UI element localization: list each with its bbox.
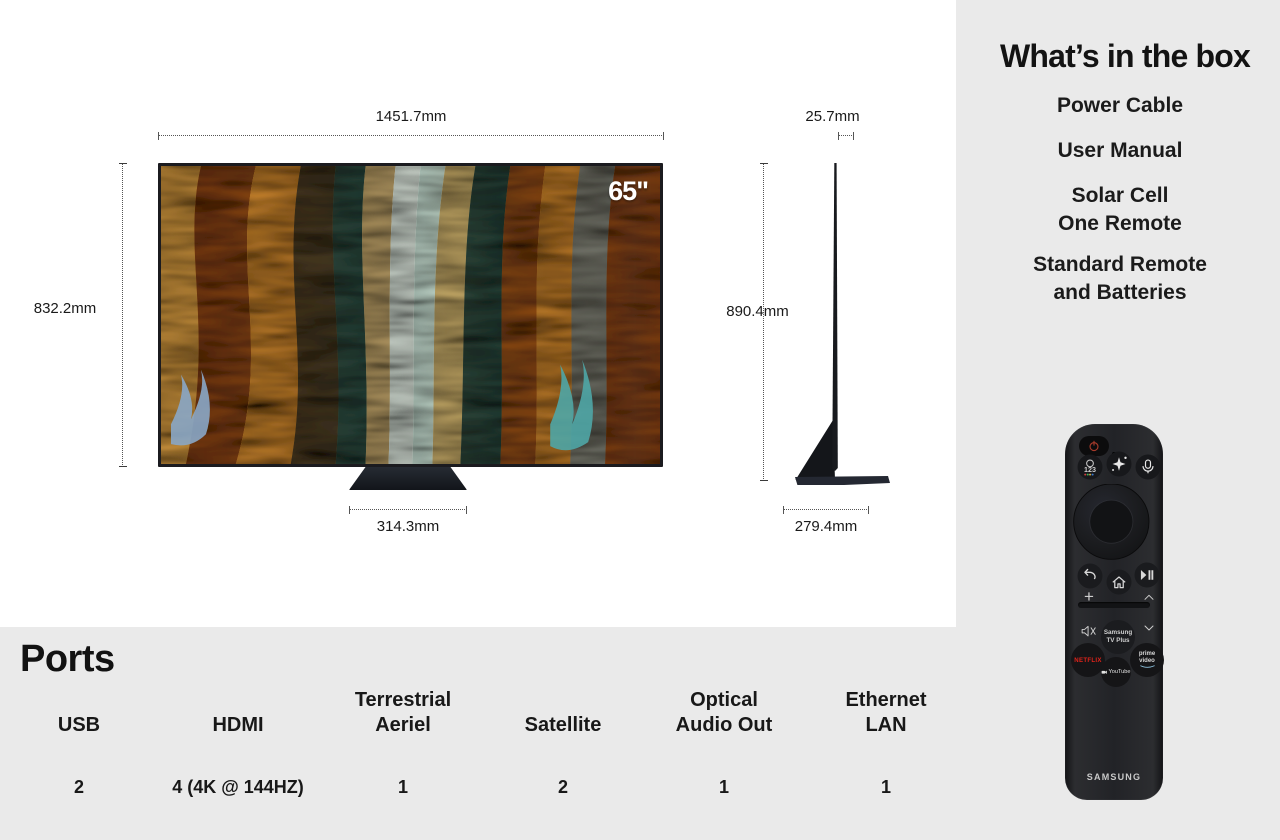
- svg-text:123: 123: [1084, 466, 1096, 474]
